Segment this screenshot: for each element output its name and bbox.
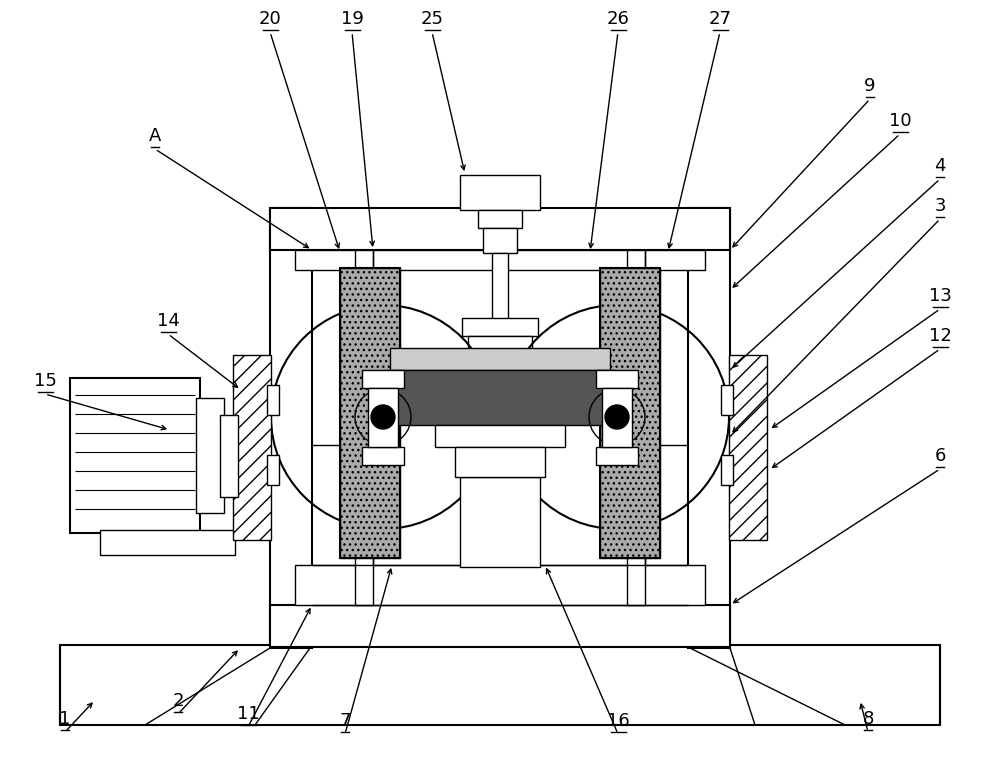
Bar: [295, 565, 705, 605]
Bar: [355, 250, 373, 605]
Bar: [468, 336, 532, 350]
Bar: [721, 455, 733, 485]
Text: 2: 2: [172, 692, 184, 710]
Bar: [340, 268, 400, 558]
Bar: [362, 370, 404, 388]
Text: 10: 10: [889, 112, 911, 130]
Bar: [270, 605, 730, 647]
Bar: [70, 378, 200, 533]
Bar: [721, 385, 733, 415]
Bar: [602, 388, 632, 447]
Bar: [596, 447, 638, 465]
Text: 4: 4: [934, 157, 946, 175]
Bar: [270, 208, 312, 648]
Bar: [455, 447, 545, 477]
Text: 19: 19: [341, 10, 363, 28]
Bar: [362, 447, 404, 465]
Bar: [600, 268, 660, 558]
Bar: [483, 228, 517, 253]
Bar: [462, 318, 538, 336]
Bar: [492, 253, 508, 323]
Text: 9: 9: [864, 77, 876, 95]
Text: 15: 15: [34, 372, 56, 390]
Text: 11: 11: [237, 705, 259, 723]
Bar: [435, 425, 565, 447]
Bar: [688, 208, 730, 648]
Bar: [60, 645, 940, 725]
Bar: [729, 355, 767, 540]
Bar: [196, 398, 224, 513]
Text: 26: 26: [607, 10, 629, 28]
Bar: [600, 268, 660, 558]
Bar: [100, 530, 235, 555]
Bar: [385, 370, 615, 425]
Bar: [267, 455, 279, 485]
Bar: [295, 250, 705, 270]
Bar: [596, 370, 638, 388]
Text: 6: 6: [934, 447, 946, 465]
Text: 12: 12: [929, 327, 951, 345]
Text: 20: 20: [259, 10, 281, 28]
Bar: [368, 388, 398, 447]
Text: 3: 3: [934, 197, 946, 215]
Bar: [460, 477, 540, 567]
Bar: [478, 210, 522, 228]
Text: 14: 14: [157, 312, 179, 330]
Bar: [233, 355, 271, 540]
Bar: [627, 250, 645, 605]
Text: 1: 1: [59, 710, 71, 728]
Text: 16: 16: [607, 712, 629, 730]
Circle shape: [605, 405, 629, 429]
Text: 7: 7: [339, 712, 351, 730]
Text: 27: 27: [708, 10, 732, 28]
Bar: [220, 415, 238, 497]
Text: 25: 25: [420, 10, 444, 28]
Circle shape: [371, 405, 395, 429]
Bar: [460, 175, 540, 210]
Bar: [340, 268, 400, 558]
Text: 13: 13: [929, 287, 951, 305]
Bar: [267, 385, 279, 415]
Bar: [390, 348, 610, 370]
Text: 8: 8: [862, 710, 874, 728]
Text: A: A: [149, 127, 161, 145]
Bar: [270, 208, 730, 250]
